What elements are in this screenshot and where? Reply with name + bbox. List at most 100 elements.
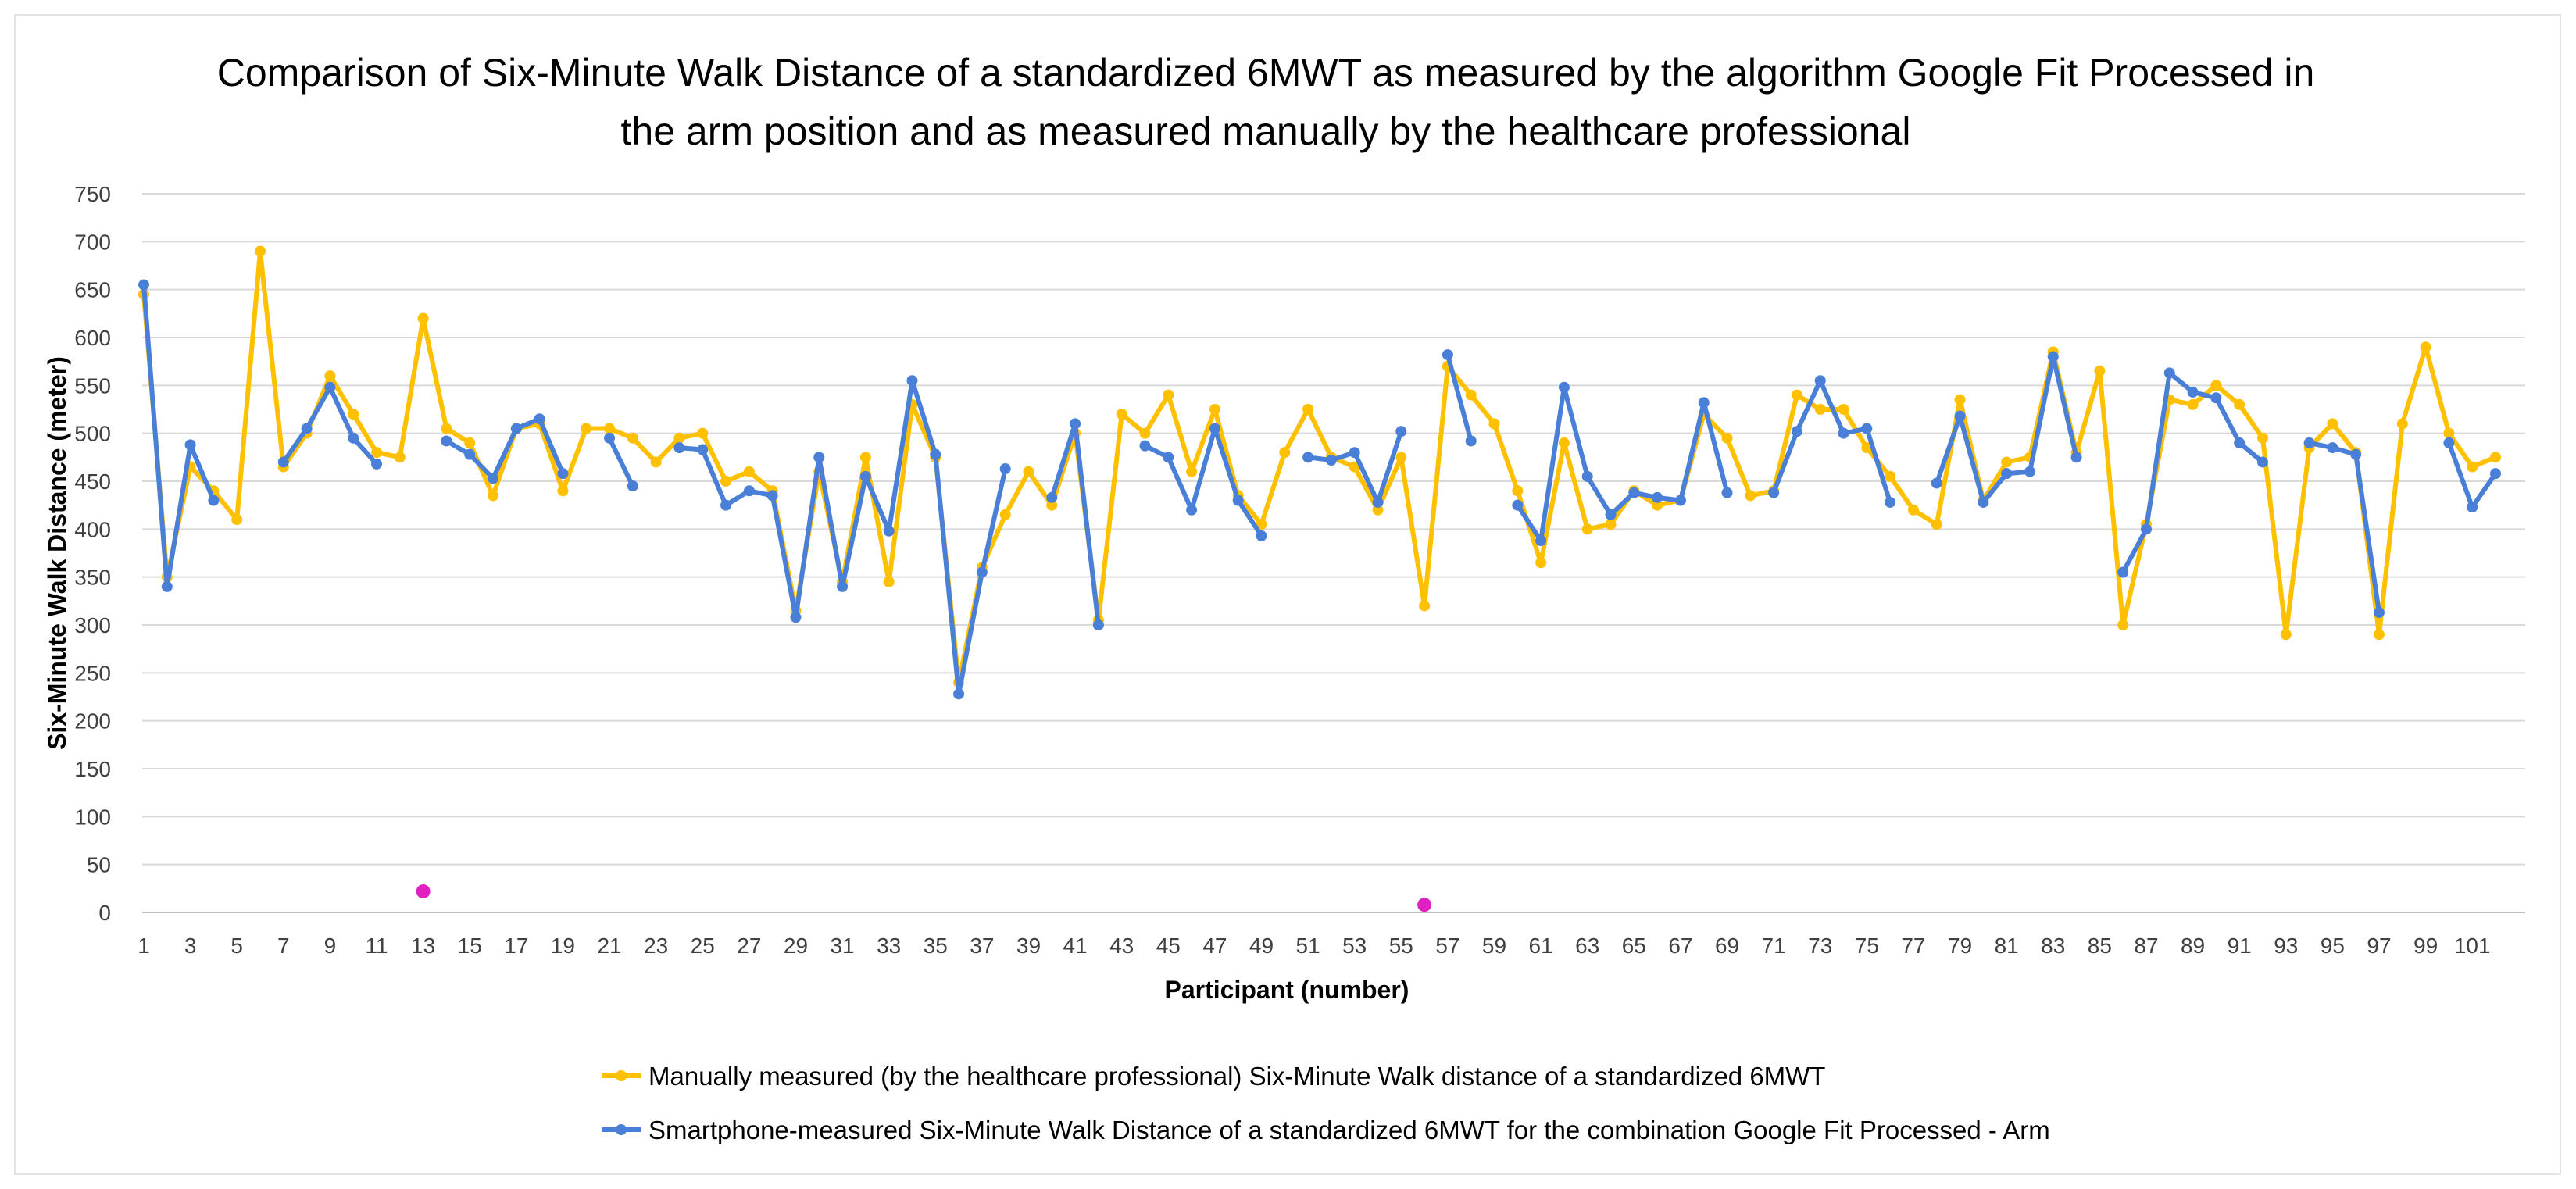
x-tick-label: 33 bbox=[877, 934, 901, 958]
x-tick-label: 35 bbox=[924, 934, 948, 958]
x-tick-label: 31 bbox=[830, 934, 854, 958]
y-tick-label: 150 bbox=[74, 757, 111, 781]
data-point-1 bbox=[138, 279, 149, 291]
data-point-0 bbox=[673, 432, 685, 444]
data-point-0 bbox=[2373, 629, 2385, 641]
data-point-1 bbox=[1838, 427, 1849, 439]
x-tick-label: 73 bbox=[1808, 934, 1832, 958]
x-tick-label: 51 bbox=[1296, 934, 1320, 958]
data-point-1 bbox=[1931, 477, 1942, 489]
data-point-1 bbox=[2140, 523, 2152, 535]
x-axis-tick-labels: 1 3 5 7 9 11 13 15 17 19 21 23 25 27 29 31 33 35 37 39 41 43 4… bbox=[138, 934, 2490, 958]
data-point-0 bbox=[1186, 466, 1198, 477]
data-point-0 bbox=[1581, 523, 1593, 535]
data-point-0 bbox=[231, 514, 243, 526]
data-point-0 bbox=[2256, 432, 2268, 444]
data-point-1 bbox=[743, 485, 755, 497]
series-line-1 bbox=[1515, 384, 1730, 544]
data-point-0 bbox=[557, 485, 569, 497]
x-tick-label: 93 bbox=[2274, 934, 2298, 958]
data-point-0 bbox=[324, 370, 336, 382]
series-line-1 bbox=[2446, 440, 2498, 510]
data-point-0 bbox=[464, 437, 476, 448]
x-tick-label: 97 bbox=[2367, 934, 2391, 958]
data-point-1 bbox=[1558, 381, 1570, 393]
x-tick-label: 77 bbox=[1901, 934, 1925, 958]
data-point-1 bbox=[441, 435, 452, 447]
x-tick-label: 75 bbox=[1855, 934, 1879, 958]
data-point-1 bbox=[1885, 496, 1896, 508]
data-point-1 bbox=[1186, 504, 1198, 516]
data-point-0 bbox=[2210, 380, 2222, 391]
data-point-0 bbox=[743, 466, 755, 477]
data-point-1 bbox=[627, 480, 638, 492]
x-tick-label: 59 bbox=[1482, 934, 1506, 958]
data-point-0 bbox=[1302, 404, 1314, 415]
x-tick-label: 7 bbox=[277, 934, 290, 958]
data-point-1 bbox=[208, 495, 220, 506]
data-point-0 bbox=[2467, 461, 2478, 473]
x-tick-label: 71 bbox=[1762, 934, 1786, 958]
data-point-1 bbox=[1581, 470, 1593, 482]
x-tick-label: 21 bbox=[597, 934, 621, 958]
data-point-0 bbox=[1116, 409, 1127, 420]
x-tick-label: 11 bbox=[365, 934, 388, 958]
data-point-0 bbox=[1279, 447, 1291, 459]
series-line-1 bbox=[1771, 378, 1893, 505]
data-point-0 bbox=[2117, 619, 2129, 630]
data-point-0 bbox=[2234, 398, 2246, 410]
data-point-1 bbox=[1768, 487, 1780, 498]
data-point-1 bbox=[1092, 619, 1104, 630]
data-point-1 bbox=[184, 439, 196, 451]
data-point-0 bbox=[1372, 504, 1384, 516]
chart-frame bbox=[14, 14, 2561, 1175]
data-point-0 bbox=[255, 245, 266, 257]
data-point-1 bbox=[1652, 491, 1663, 503]
x-tick-label: 81 bbox=[1995, 934, 2019, 958]
stray-point bbox=[416, 884, 431, 899]
y-tick-label: 100 bbox=[74, 805, 111, 829]
series-line-1 bbox=[607, 435, 635, 489]
legend-marker-smartphone bbox=[616, 1124, 627, 1135]
data-point-1 bbox=[1814, 375, 1826, 387]
y-axis-label: Six-Minute Walk Distance (meter) bbox=[43, 356, 71, 750]
data-point-1 bbox=[883, 525, 895, 537]
chart-title: Comparison of Six-Minute Walk Distance o… bbox=[217, 51, 2315, 153]
data-point-1 bbox=[2001, 468, 2013, 480]
x-tick-label: 5 bbox=[230, 934, 243, 958]
data-point-1 bbox=[1628, 487, 1640, 498]
data-point-1 bbox=[1442, 349, 1453, 361]
y-tick-label: 600 bbox=[74, 326, 111, 350]
data-point-0 bbox=[1349, 461, 1360, 473]
data-point-0 bbox=[1931, 519, 1942, 530]
data-point-1 bbox=[1372, 496, 1384, 508]
x-tick-label: 9 bbox=[324, 934, 337, 958]
y-tick-label: 400 bbox=[74, 517, 111, 541]
x-tick-label: 39 bbox=[1016, 934, 1041, 958]
data-point-1 bbox=[1395, 426, 1407, 437]
y-tick-label: 550 bbox=[74, 373, 111, 398]
data-point-1 bbox=[2187, 386, 2199, 398]
data-point-1 bbox=[1512, 499, 1524, 511]
x-tick-label: 99 bbox=[2413, 934, 2438, 958]
data-point-0 bbox=[999, 509, 1011, 520]
data-point-1 bbox=[859, 470, 871, 482]
x-tick-label: 15 bbox=[458, 934, 482, 958]
y-tick-label: 650 bbox=[74, 278, 111, 302]
data-point-1 bbox=[2490, 468, 2501, 480]
y-tick-label: 200 bbox=[74, 709, 111, 734]
data-point-0 bbox=[1256, 519, 1267, 530]
chart-title-line-1: Comparison of Six-Minute Walk Distance o… bbox=[217, 51, 2315, 95]
series-line-1 bbox=[444, 416, 566, 481]
x-tick-label: 13 bbox=[411, 934, 435, 958]
series-line-1 bbox=[1049, 421, 1101, 627]
series-1 bbox=[138, 279, 2501, 700]
legend-item-smartphone: Smartphone-measured Six-Minute Walk Dist… bbox=[602, 1116, 2050, 1144]
data-point-0 bbox=[2490, 452, 2501, 463]
stray-point bbox=[1417, 898, 1432, 912]
data-point-0 bbox=[394, 452, 406, 463]
data-point-0 bbox=[2001, 456, 2013, 468]
data-point-1 bbox=[301, 423, 313, 434]
y-tick-label: 500 bbox=[74, 422, 111, 446]
data-point-1 bbox=[1535, 535, 1547, 547]
